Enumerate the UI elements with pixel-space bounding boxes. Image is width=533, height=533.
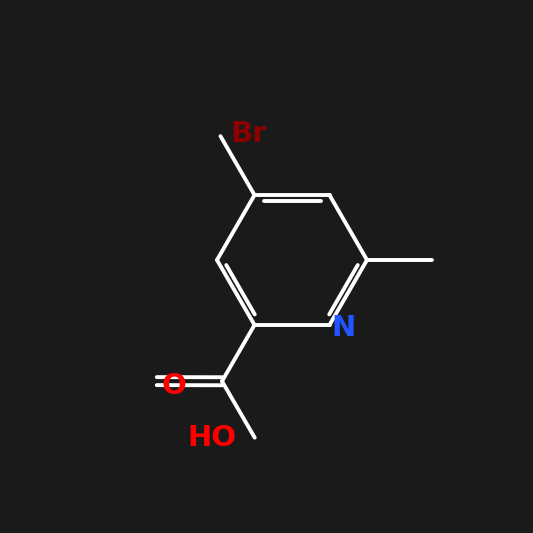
Text: O: O (162, 372, 187, 400)
Text: N: N (332, 314, 356, 342)
Text: Br: Br (230, 120, 267, 148)
Text: HO: HO (188, 424, 237, 451)
